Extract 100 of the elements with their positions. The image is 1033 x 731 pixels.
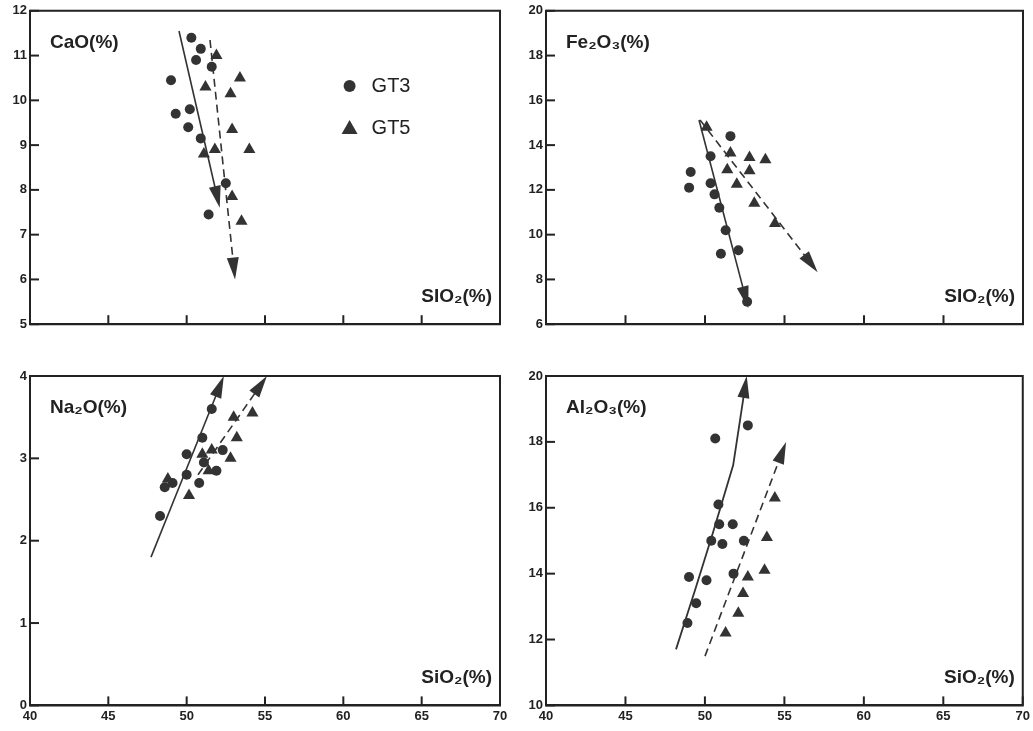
point bbox=[684, 182, 695, 193]
x-tick-label: 45 bbox=[101, 707, 116, 723]
y-tick-label: 6 bbox=[19, 271, 27, 287]
point bbox=[167, 478, 178, 489]
y-axis-title: CaO(%) bbox=[50, 30, 119, 52]
point bbox=[720, 225, 731, 236]
point bbox=[224, 451, 237, 462]
legend-label: GT5 bbox=[371, 115, 411, 138]
point bbox=[159, 482, 170, 493]
y-axis-title: Na₂O(%) bbox=[50, 395, 128, 417]
point bbox=[195, 133, 206, 144]
point bbox=[714, 519, 725, 530]
point bbox=[727, 519, 738, 530]
point bbox=[181, 469, 192, 480]
point bbox=[760, 530, 773, 541]
point bbox=[768, 216, 782, 227]
y-tick-label: 0 bbox=[19, 696, 27, 712]
y-tick-label: 7 bbox=[19, 226, 27, 242]
point bbox=[709, 189, 720, 200]
point bbox=[197, 432, 208, 443]
x-tick-label: 50 bbox=[697, 707, 713, 723]
point bbox=[733, 245, 744, 256]
y-tick-label: 20 bbox=[528, 367, 543, 383]
y-tick-label: 11 bbox=[13, 47, 27, 63]
x-axis-title: SIO₂(%) bbox=[421, 284, 492, 306]
y-axis-title: Al₂O₃(%) bbox=[566, 395, 647, 417]
x-tick-label: 55 bbox=[777, 707, 792, 723]
point bbox=[719, 625, 732, 637]
x-tick-label: 60 bbox=[336, 707, 351, 723]
point bbox=[206, 403, 217, 414]
point bbox=[199, 79, 212, 91]
y-tick-label: 12 bbox=[12, 2, 27, 18]
point bbox=[224, 86, 237, 98]
point bbox=[691, 598, 702, 609]
point bbox=[748, 196, 761, 207]
y-tick-label: 8 bbox=[535, 271, 543, 287]
point bbox=[715, 248, 726, 259]
point bbox=[205, 443, 218, 454]
point bbox=[706, 535, 717, 546]
point bbox=[208, 142, 221, 154]
point bbox=[732, 606, 745, 617]
point bbox=[227, 410, 240, 421]
point bbox=[685, 166, 696, 177]
x-tick-label: 65 bbox=[936, 707, 951, 723]
y-tick-label: 9 bbox=[19, 136, 27, 152]
y-axis-title: Fe₂O₃(%) bbox=[566, 30, 650, 52]
y-tick-label: 14 bbox=[528, 136, 544, 152]
point bbox=[705, 151, 716, 162]
point bbox=[230, 430, 243, 442]
y-tick-label: 20 bbox=[528, 2, 543, 18]
x-axis-title: SIO₂(%) bbox=[944, 284, 1015, 306]
point bbox=[246, 406, 259, 417]
point bbox=[194, 478, 205, 489]
y-tick-label: 5 bbox=[19, 315, 27, 331]
y-tick-label: 14 bbox=[528, 565, 544, 581]
point bbox=[758, 563, 771, 574]
point bbox=[243, 142, 256, 154]
point bbox=[724, 145, 737, 157]
legend-label: GT3 bbox=[371, 73, 411, 96]
point bbox=[713, 499, 724, 510]
point bbox=[705, 178, 716, 189]
y-tick-label: 4 bbox=[19, 367, 28, 383]
y-tick-label: 12 bbox=[528, 631, 543, 647]
point bbox=[701, 575, 712, 586]
x-tick-label: 55 bbox=[257, 707, 273, 723]
point bbox=[195, 43, 206, 54]
y-tick-label: 18 bbox=[528, 47, 543, 63]
point bbox=[684, 571, 695, 582]
point bbox=[184, 104, 195, 115]
y-tick-label: 6 bbox=[535, 315, 543, 331]
x-tick-label: 50 bbox=[179, 707, 194, 723]
point bbox=[170, 108, 181, 119]
point bbox=[233, 70, 246, 82]
point bbox=[186, 32, 197, 43]
point bbox=[226, 189, 239, 201]
point bbox=[182, 488, 196, 499]
x-axis-title: SiO₂(%) bbox=[421, 666, 492, 688]
point bbox=[768, 490, 781, 502]
point bbox=[743, 150, 756, 161]
point bbox=[235, 214, 248, 225]
point bbox=[211, 465, 222, 476]
point bbox=[741, 569, 754, 581]
point bbox=[759, 152, 772, 164]
y-tick-label: 1 bbox=[19, 614, 27, 630]
x-tick-label: 65 bbox=[414, 707, 429, 723]
point bbox=[206, 61, 217, 72]
point bbox=[738, 535, 749, 546]
point bbox=[210, 48, 223, 60]
point bbox=[226, 122, 239, 133]
point bbox=[728, 568, 739, 579]
point bbox=[183, 122, 194, 133]
point bbox=[155, 511, 166, 521]
y-tick-label: 10 bbox=[528, 226, 543, 242]
point bbox=[220, 178, 231, 189]
point bbox=[166, 75, 176, 86]
point bbox=[191, 55, 202, 66]
y-tick-label: 12 bbox=[528, 181, 543, 197]
point bbox=[197, 147, 210, 158]
x-tick-label: 60 bbox=[856, 707, 872, 723]
point bbox=[217, 445, 228, 456]
